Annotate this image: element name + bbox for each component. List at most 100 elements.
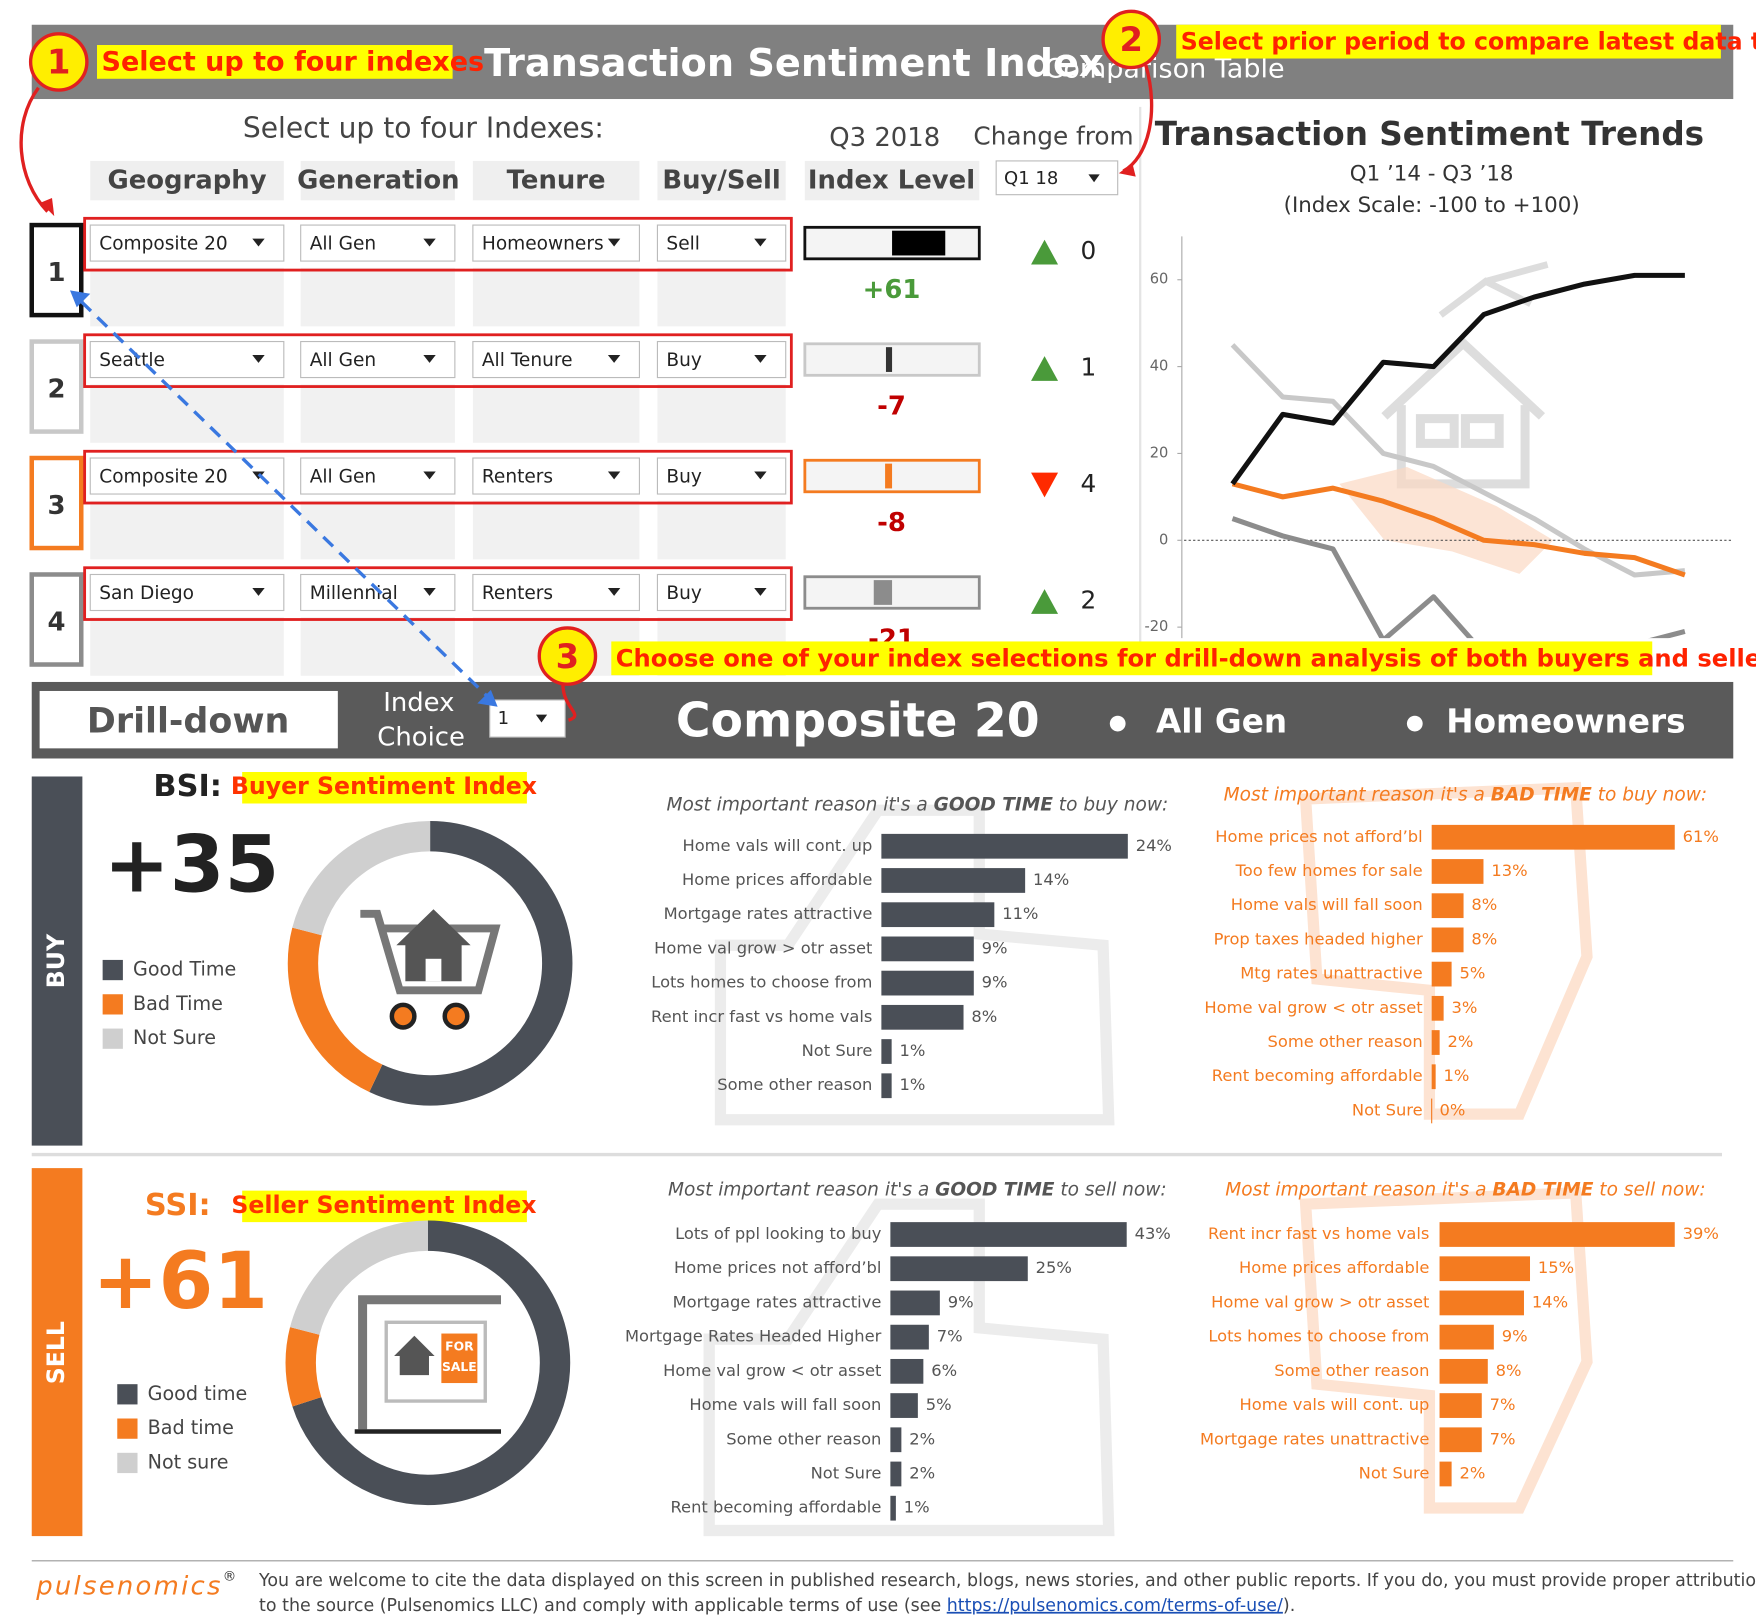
value-label: 14%	[1033, 870, 1069, 889]
dropdown-value: Buy	[666, 350, 701, 371]
index-level: +61	[863, 275, 921, 305]
gauge-bar	[892, 230, 946, 256]
annotation-label: Choose one of your index selections for …	[616, 644, 1756, 672]
period-dropdown[interactable]	[995, 160, 1119, 196]
footer-text: ).	[1283, 1596, 1295, 1616]
dropdown-arrow	[423, 238, 436, 247]
bar-label: Home prices affordable	[682, 870, 872, 889]
dropdown-arrow	[252, 238, 265, 247]
annotation-arrow	[19, 86, 49, 213]
dropdown-value: All Gen	[310, 350, 376, 371]
drilldown-tenure: Homeowners	[1446, 703, 1685, 741]
bar	[1431, 995, 1444, 1021]
bar-label: Home vals will fall soon	[689, 1395, 881, 1414]
dropdown-value: San Diego	[99, 583, 194, 604]
annotation-arrowhead	[1118, 163, 1136, 177]
cart-icon	[360, 909, 501, 1030]
value-label: 8%	[1496, 1361, 1522, 1380]
cell-bg	[90, 500, 284, 560]
value-label: 5%	[1459, 964, 1485, 983]
dropdown[interactable]	[656, 340, 787, 379]
dropdown[interactable]	[89, 457, 285, 495]
dropdown-value: Buy	[666, 467, 701, 488]
dropdown-arrow	[754, 355, 767, 363]
for-sale-icon: FOR SALE	[354, 1295, 502, 1434]
cell-bg	[472, 267, 640, 327]
title-part: Most important reason it's a	[668, 1179, 935, 1200]
thumb-down-icon	[1299, 1187, 1593, 1514]
dropdown[interactable]	[472, 457, 640, 495]
sell-side-bar	[31, 1168, 83, 1537]
dropdown[interactable]	[89, 340, 285, 379]
bar-label: Some other reason	[1274, 1361, 1429, 1380]
column-header-bg	[804, 160, 980, 201]
trend-line	[1230, 343, 1686, 578]
column-header-bg	[300, 160, 455, 201]
donut-segment	[287, 820, 573, 1106]
drilldown-generation: All Gen	[1156, 703, 1287, 741]
choice-label: Choice	[377, 723, 465, 753]
logo-text: pulsenomics	[35, 1571, 223, 1601]
footer-link[interactable]: https://pulsenomics.com/terms-of-use/	[947, 1596, 1283, 1616]
row-number: 3	[47, 491, 65, 521]
footer-line: You are welcome to cite the data display…	[258, 1571, 1756, 1591]
plot	[1230, 272, 1686, 639]
bar-label: Mortgage rates attractive	[664, 904, 873, 923]
legend-swatch	[117, 1418, 138, 1439]
index-name: Buyer Sentiment Index	[231, 772, 537, 800]
bar-label: Home val grow < otr asset	[1204, 998, 1422, 1017]
bar	[890, 1461, 902, 1487]
dropdown-arrow	[754, 238, 767, 247]
bar	[890, 1427, 902, 1453]
change-arrow	[1031, 239, 1059, 265]
cell-bg	[472, 500, 640, 560]
legend-label: Good time	[148, 1382, 248, 1405]
bar	[881, 902, 995, 928]
dropdown-arrow	[423, 587, 436, 596]
column-header: Geography	[107, 166, 266, 196]
gauge-bar	[885, 347, 893, 372]
bar	[1439, 1256, 1531, 1282]
bar-label: Home vals will fall soon	[1231, 895, 1423, 914]
selection-outline	[83, 216, 793, 272]
value-label: 25%	[1036, 1258, 1072, 1277]
dropdown[interactable]	[89, 224, 285, 262]
choice-dropdown[interactable]	[489, 699, 566, 738]
row-number-box	[29, 455, 84, 551]
bar-label: Too few homes for sale	[1235, 861, 1423, 880]
icon-text: FOR	[445, 1340, 474, 1354]
dropdown[interactable]	[656, 573, 787, 612]
annotation-label: Select prior period to compare latest da…	[1181, 27, 1756, 55]
chart-title: Most important reason it's a GOOD TIME t…	[668, 1179, 1167, 1200]
value-label: 7%	[1490, 1429, 1516, 1448]
dropdown-value: Sell	[666, 234, 700, 255]
bar	[1431, 1030, 1440, 1055]
value-label: 9%	[948, 1292, 974, 1311]
value-label: 9%	[982, 938, 1008, 957]
annotation-number: 1	[47, 43, 70, 82]
cell-bg	[657, 500, 786, 560]
bar-label: Prop taxes headed higher	[1214, 929, 1423, 948]
donut-segment	[285, 1220, 571, 1506]
footer-line: to the source (Pulsenomics LLC) and comp…	[259, 1596, 1295, 1616]
value-label: 7%	[937, 1327, 963, 1346]
value-label: 8%	[1471, 929, 1497, 948]
dropdown[interactable]	[656, 457, 787, 495]
level-header: Index Level	[808, 166, 975, 196]
cell-bg	[90, 267, 284, 327]
value-label: 2%	[909, 1463, 935, 1482]
value-label: 39%	[1683, 1224, 1719, 1243]
dropdown[interactable]	[89, 573, 285, 612]
bar-label: Lots homes to choose from	[1208, 1327, 1429, 1346]
drilldown-geography: Composite 20	[676, 694, 1040, 749]
bullet	[1109, 715, 1126, 732]
legend-swatch	[102, 994, 123, 1015]
annotation-label: Select up to four indexes	[102, 47, 485, 78]
bar-label: Some other reason	[726, 1429, 881, 1448]
dropdown[interactable]	[656, 224, 787, 262]
bar-label: Home vals will cont. up	[1239, 1395, 1429, 1414]
index-name-bg	[242, 1190, 527, 1223]
donut-segment	[285, 1220, 571, 1506]
row-number-box	[29, 572, 84, 667]
change-value: 0	[1081, 236, 1097, 265]
